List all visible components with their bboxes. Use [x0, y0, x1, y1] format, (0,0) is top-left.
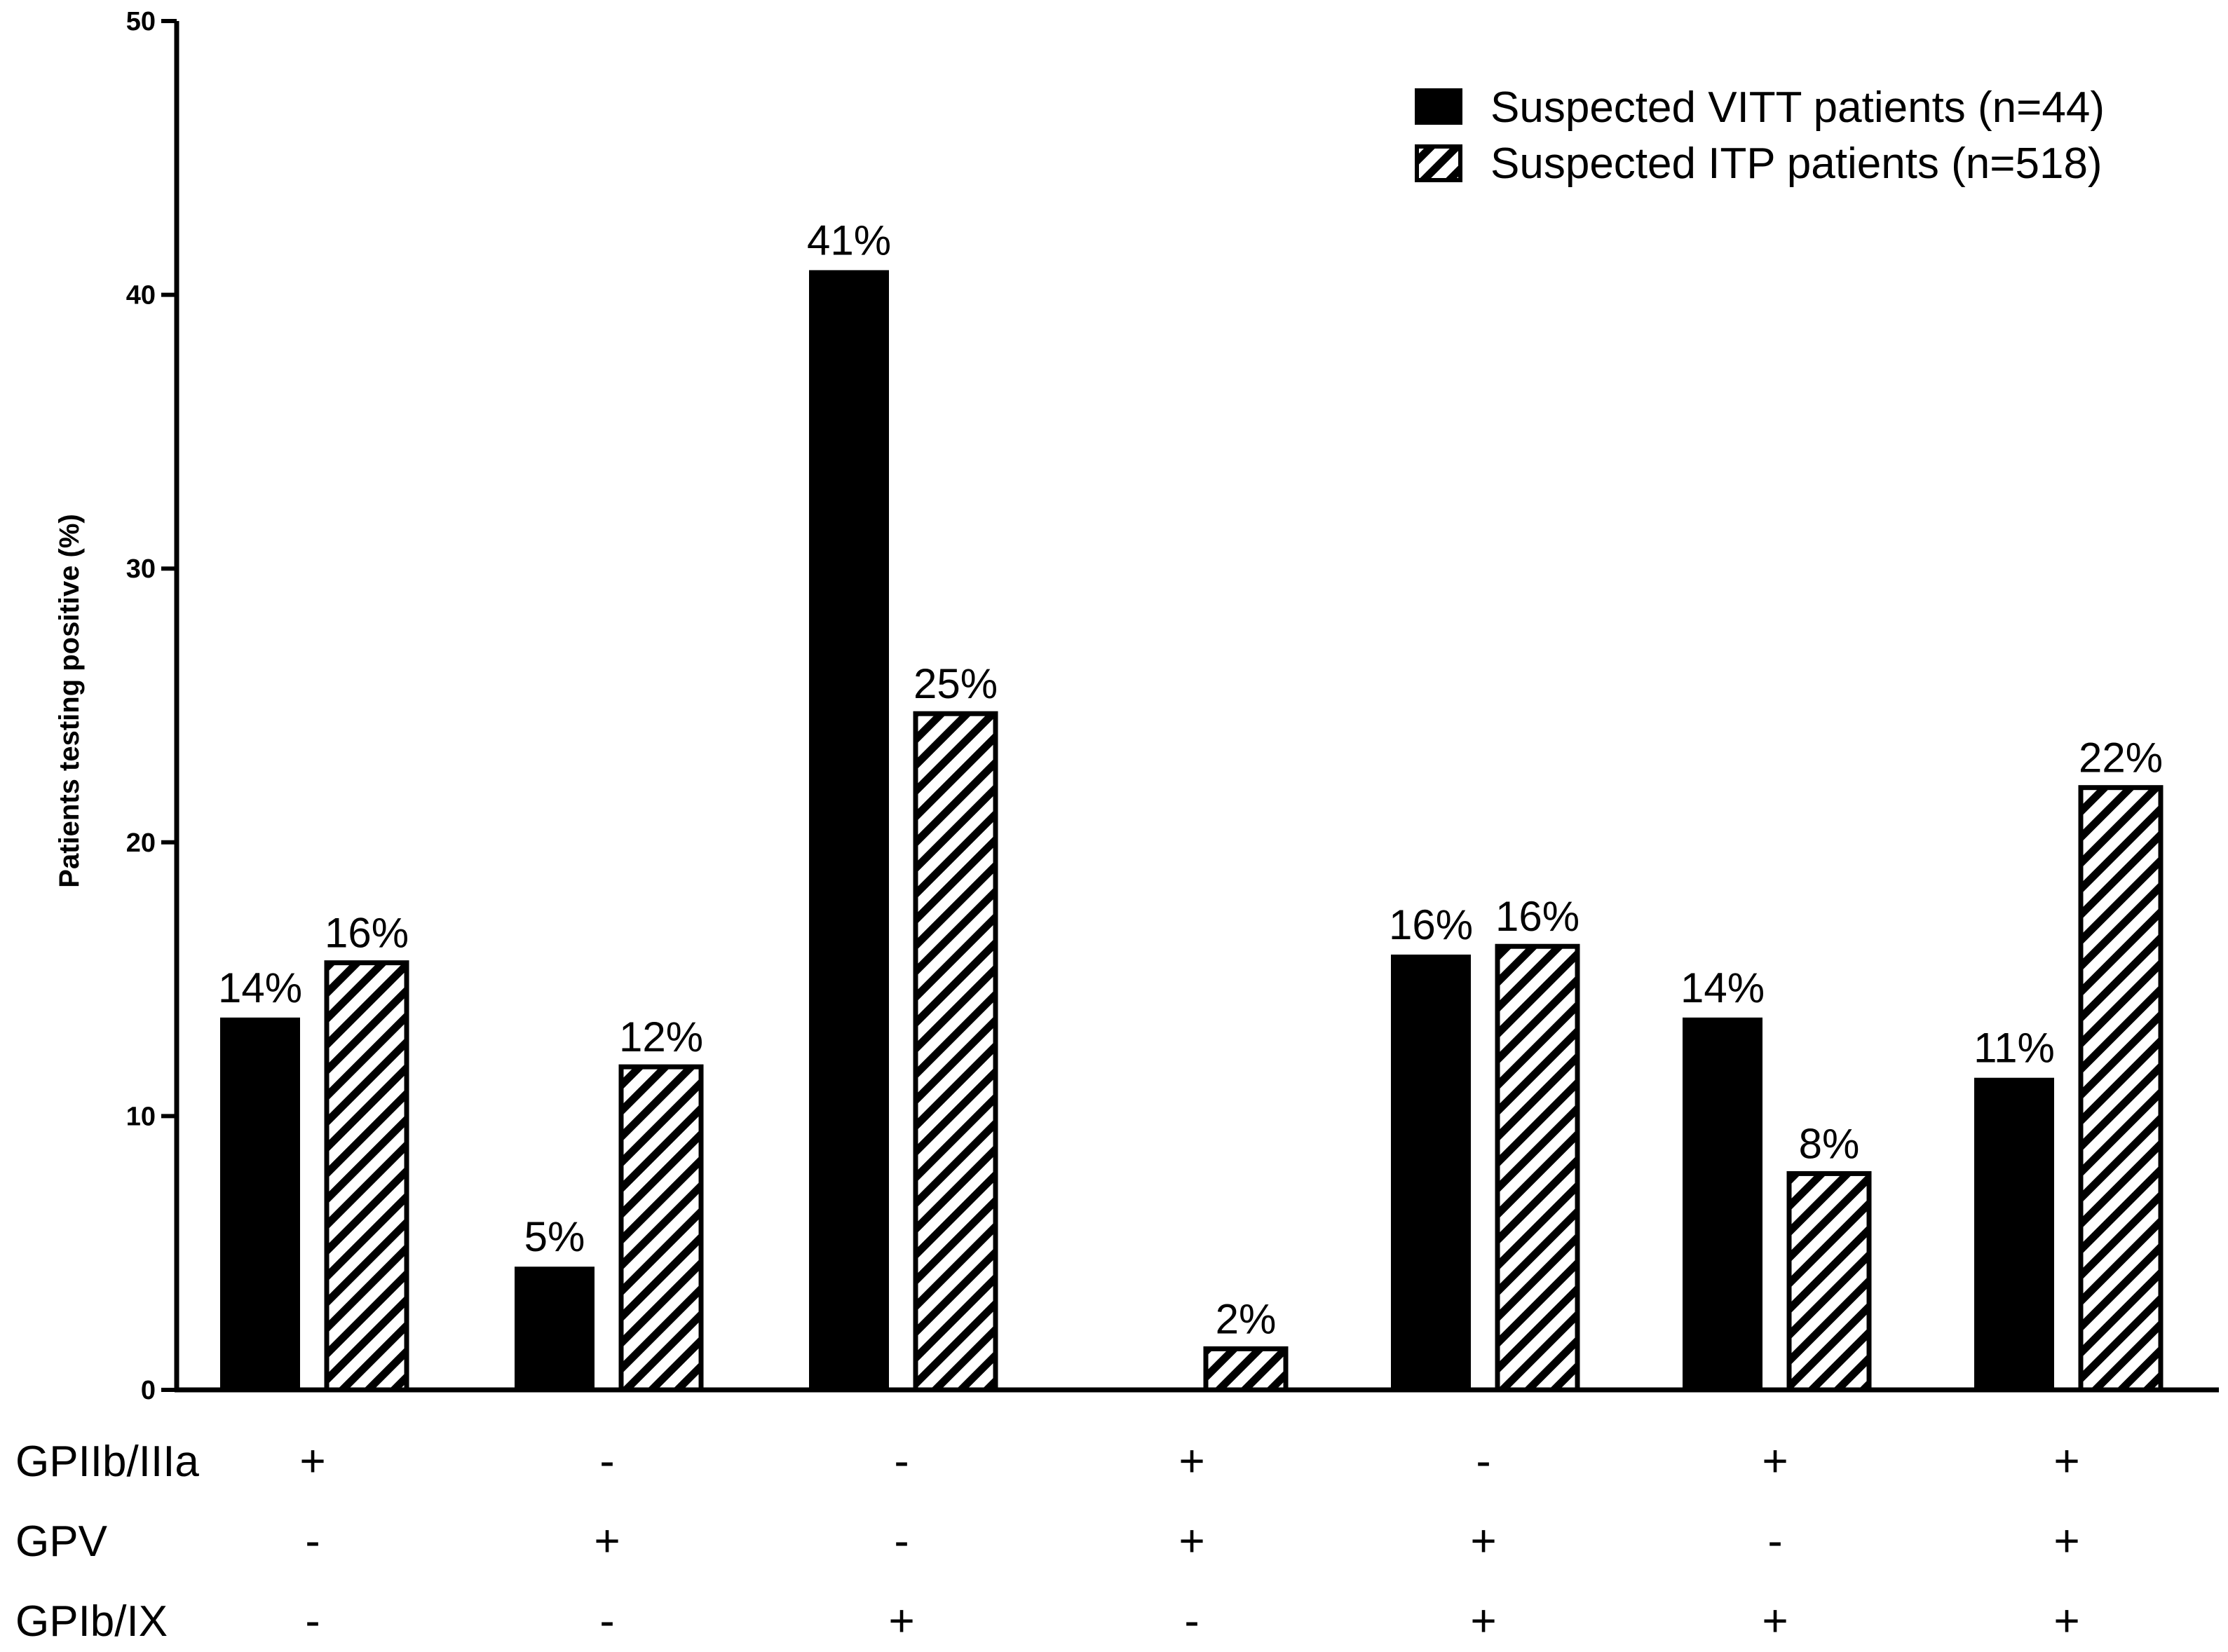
sign-gpib-ix-2: + — [888, 1595, 914, 1646]
sign-gpv-4: + — [1470, 1515, 1496, 1566]
bar-itp-5 — [1786, 1170, 1872, 1393]
bar-itp-2 — [913, 711, 998, 1393]
sign-gpv-0: - — [305, 1515, 320, 1566]
row-label-gpiib-iiia: GPIIb/IIIa — [15, 1438, 199, 1486]
data-label-itp-6: 22% — [2079, 735, 2163, 781]
sign-gpiib-iiia-2: - — [894, 1435, 909, 1486]
data-label-itp-0: 16% — [325, 910, 409, 957]
sign-gpiib-iiia-0: + — [299, 1435, 325, 1486]
bar-itp-3 — [1203, 1346, 1289, 1393]
data-label-vitt-1: 5% — [524, 1213, 585, 1260]
bar-vitt-2 — [809, 270, 889, 1390]
bar-itp-0 — [324, 960, 409, 1393]
sign-gpv-5: - — [1767, 1515, 1782, 1566]
bar-vitt-4 — [1391, 954, 1471, 1390]
legend-swatch-vitt — [1415, 88, 1462, 125]
y-ticks: 0 10 20 30 40 50 — [126, 7, 177, 1405]
y-tick-label-50: 50 — [126, 7, 156, 36]
y-tick-label-10: 10 — [126, 1102, 156, 1131]
bar-itp-1 — [618, 1064, 704, 1393]
sign-gpiib-iiia-1: - — [599, 1435, 614, 1486]
sign-gpv-3: + — [1178, 1515, 1204, 1566]
y-tick-label-0: 0 — [141, 1376, 156, 1405]
sign-gpib-ix-4: + — [1470, 1595, 1496, 1646]
sign-gpiib-iiia-4: - — [1476, 1435, 1490, 1486]
legend-label-vitt: Suspected VITT patients (n=44) — [1490, 83, 2105, 132]
legend-label-itp: Suspected ITP patients (n=518) — [1490, 139, 2103, 188]
data-label-itp-1: 12% — [619, 1013, 703, 1060]
y-tick-label-40: 40 — [126, 281, 156, 310]
sign-gpib-ix-1: - — [599, 1595, 614, 1646]
data-label-vitt-2: 41% — [807, 217, 891, 264]
data-label-itp-2: 25% — [913, 660, 998, 707]
bar-itp-4 — [1495, 943, 1580, 1393]
sign-gpib-ix-3: - — [1184, 1595, 1199, 1646]
data-label-itp-4: 16% — [1495, 893, 1580, 940]
sign-gpv-2: - — [894, 1515, 909, 1566]
sign-gpiib-iiia-5: + — [1762, 1435, 1788, 1486]
sign-gpib-ix-5: + — [1762, 1595, 1788, 1646]
sign-gpv-6: + — [2053, 1515, 2079, 1566]
row-label-gpv: GPV — [15, 1517, 108, 1566]
sign-gpib-ix-0: - — [305, 1595, 320, 1646]
data-label-vitt-0: 14% — [218, 964, 302, 1011]
data-labels: 14% 5% 41% 16% 14% 11% 16% 12% 25% 2% 16% 8% 22% — [218, 217, 2163, 1342]
bar-vitt-5 — [1683, 1017, 1762, 1390]
bar-vitt-6 — [1974, 1077, 2054, 1390]
bar-vitt-0 — [220, 1017, 300, 1390]
y-tick-label-30: 30 — [126, 554, 156, 584]
bars — [220, 270, 2164, 1393]
bar-vitt-1 — [515, 1267, 595, 1390]
y-axis-title: Patients testing positive (%) — [54, 514, 85, 887]
category-table: GPIIb/IIIa + - - + - + + GPV - + - + + - + GPIb/IX - - + - + +… — [15, 1435, 2080, 1646]
sign-gpib-ix-6: + — [2053, 1595, 2079, 1646]
data-label-vitt-6: 11% — [1974, 1025, 2055, 1072]
data-label-itp-5: 8% — [1799, 1120, 1860, 1167]
legend: Suspected VITT patients (n=44) Suspected… — [1415, 83, 2105, 188]
sign-gpiib-iiia-6: + — [2053, 1435, 2079, 1486]
sign-gpv-1: + — [594, 1515, 620, 1566]
sign-gpiib-iiia-3: + — [1178, 1435, 1204, 1486]
bar-itp-6 — [2078, 785, 2164, 1393]
row-label-gpib-ix: GPIb/IX — [15, 1597, 168, 1646]
legend-swatch-itp — [1415, 144, 1462, 182]
data-label-itp-3: 2% — [1216, 1295, 1277, 1342]
data-label-vitt-4: 16% — [1389, 901, 1473, 948]
data-label-vitt-5: 14% — [1680, 964, 1765, 1011]
y-tick-label-20: 20 — [126, 828, 156, 858]
